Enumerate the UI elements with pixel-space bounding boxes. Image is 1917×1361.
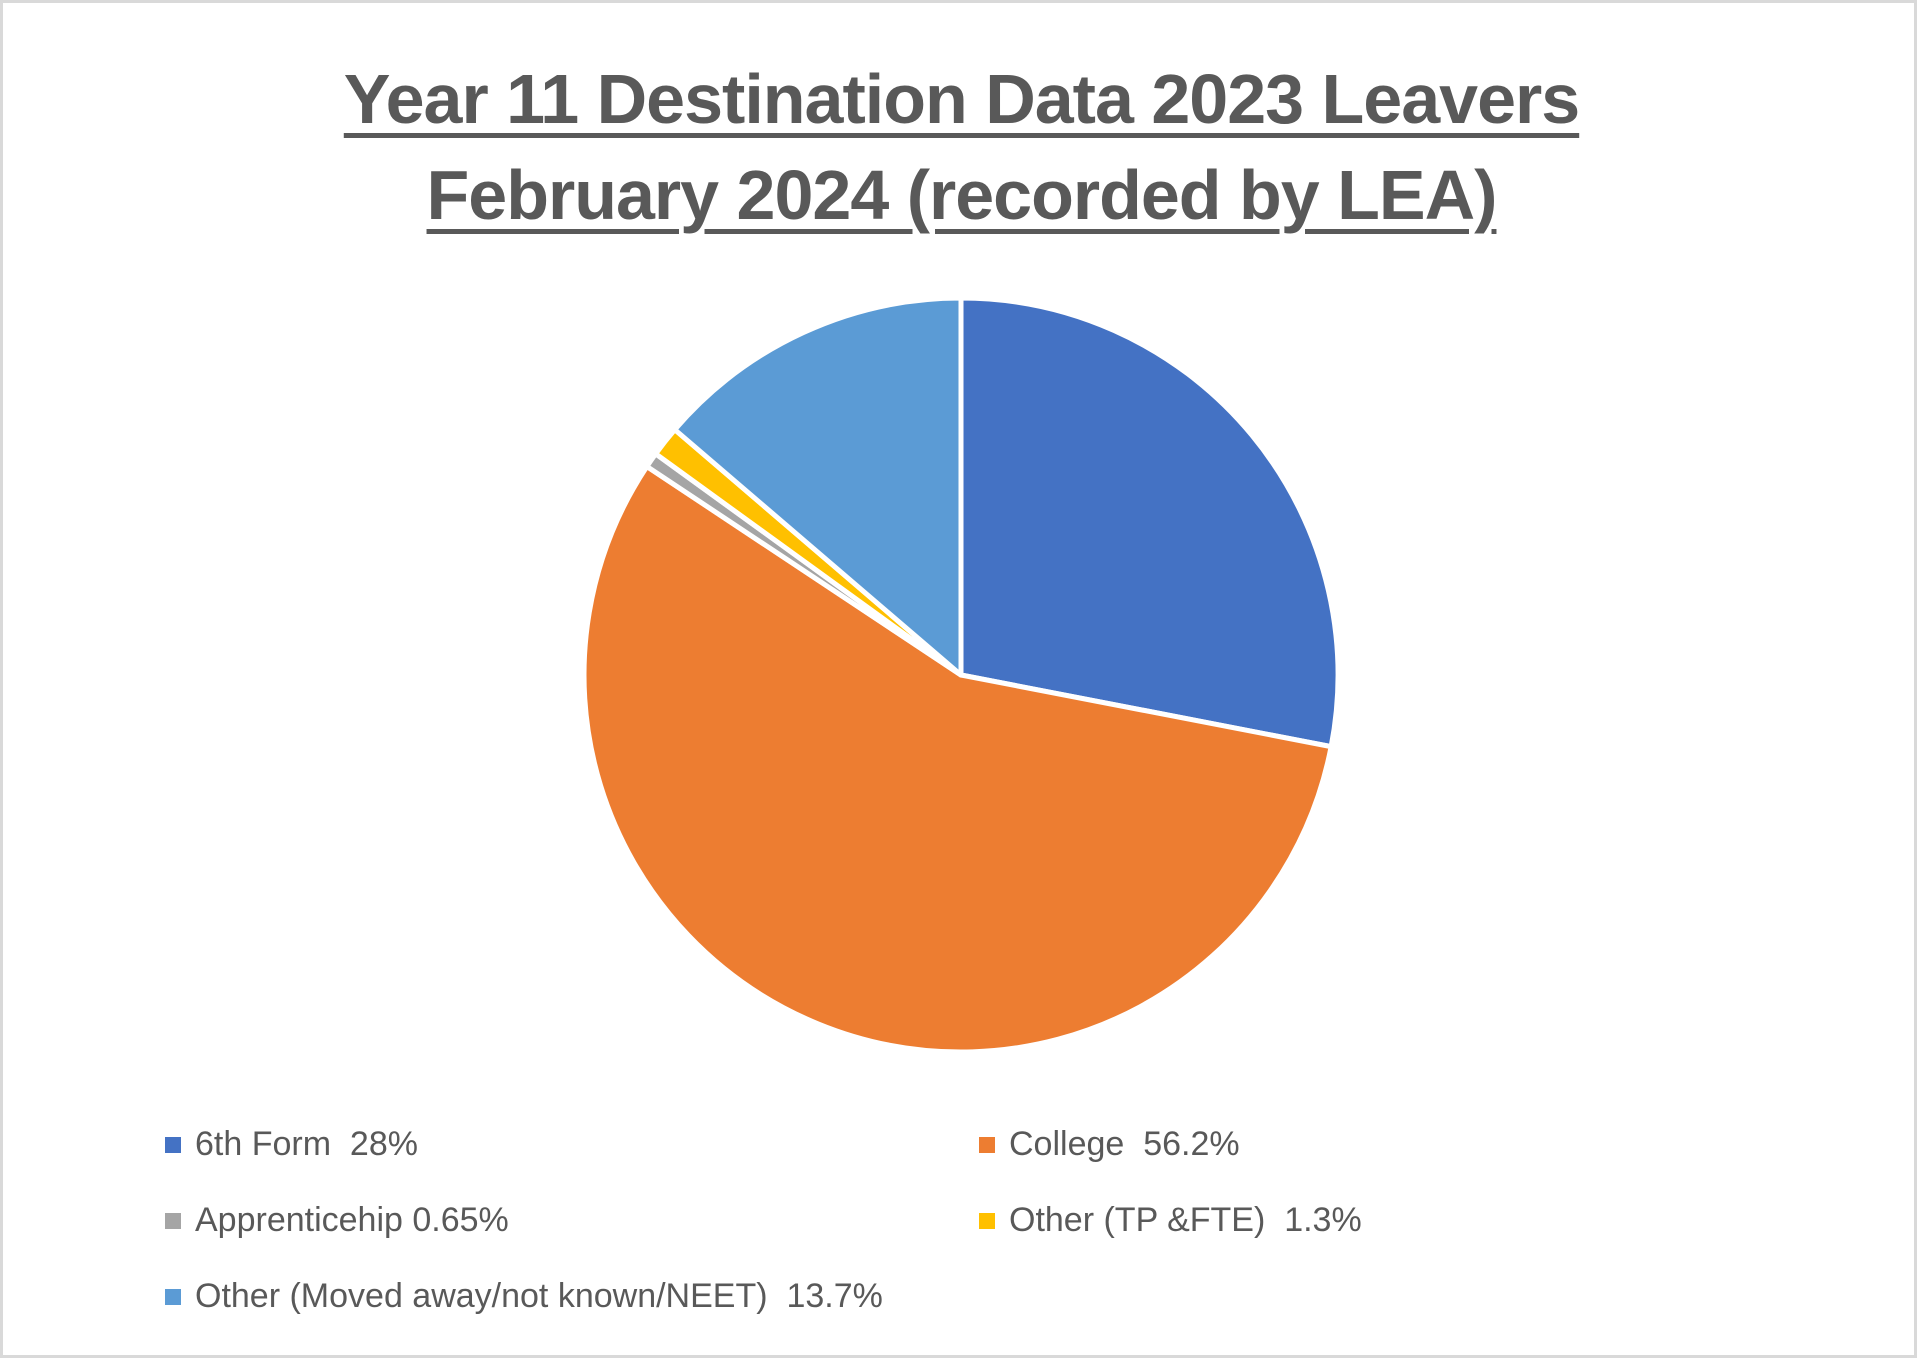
legend-label: Apprenticehip 0.65% [195, 1201, 509, 1239]
pie-chart [581, 295, 1341, 1055]
legend-label: College 56.2% [1009, 1125, 1240, 1163]
pie-slice-college[interactable] [581, 464, 1334, 1055]
pie-slices [581, 295, 1341, 1055]
legend-item-6th-form[interactable]: 6th Form 28% [165, 1125, 418, 1164]
legend-swatch-college [979, 1136, 995, 1153]
legend-label: Other (TP &FTE) 1.3% [1009, 1201, 1362, 1239]
legend-item-other-neet[interactable]: Other (Moved away/not known/NEET) 13.7% [165, 1277, 883, 1316]
pie-slice-6th-form[interactable] [958, 295, 1341, 750]
legend-item-college[interactable]: College 56.2% [979, 1125, 1240, 1164]
legend-swatch-6th-form [165, 1136, 181, 1153]
chart-title-line-1: Year 11 Destination Data 2023 Leavers [343, 60, 1580, 138]
pie-slice-other-moved-away-not-known-neet[interactable] [672, 295, 964, 678]
legend-item-apprenticeship[interactable]: Apprenticehip 0.65% [165, 1201, 509, 1240]
legend-swatch-other-tp-fte [979, 1212, 995, 1229]
chart-legend: 6th Form 28% College 56.2% Apprenticehip… [3, 3, 1917, 1361]
chart-title-line-2: February 2024 (recorded by LEA) [426, 156, 1498, 234]
legend-item-other-tp-fte[interactable]: Other (TP &FTE) 1.3% [979, 1201, 1362, 1240]
chart-title: Year 11 Destination Data 2023 Leavers Fe… [3, 51, 1917, 243]
legend-swatch-apprenticeship [165, 1212, 181, 1229]
legend-swatch-other-neet [165, 1288, 181, 1305]
legend-label: 6th Form 28% [195, 1125, 418, 1163]
legend-label: Other (Moved away/not known/NEET) 13.7% [195, 1277, 883, 1315]
